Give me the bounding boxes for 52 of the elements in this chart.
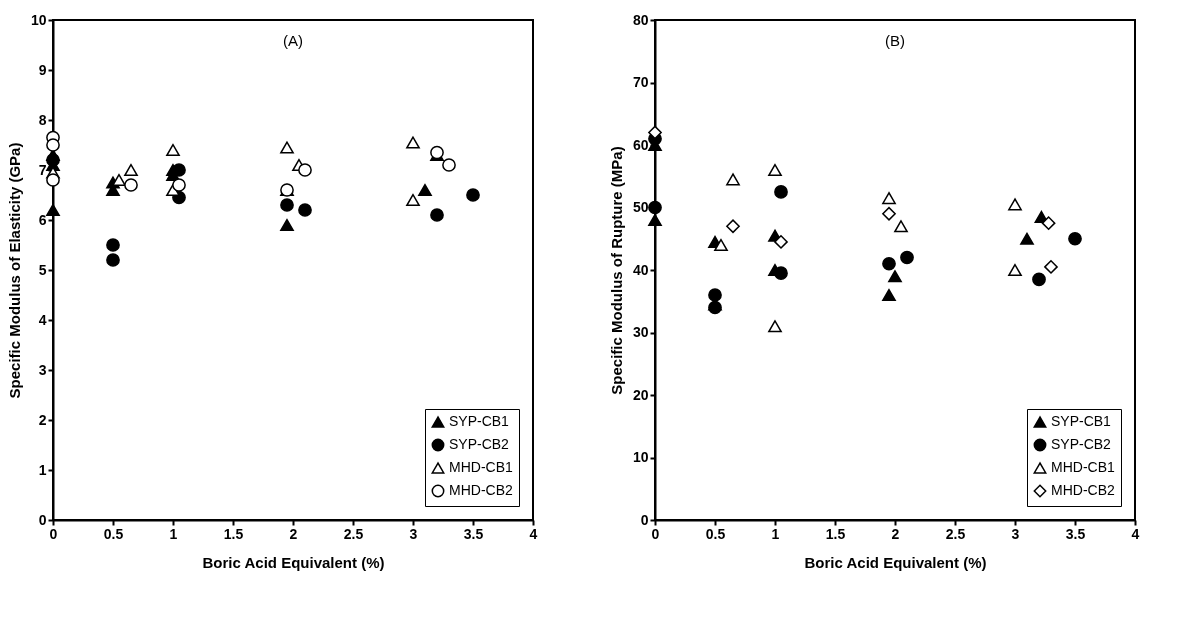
x-tick-label: 2.5 xyxy=(945,525,966,542)
x-axis-title: Boric Acid Equivalent (%) xyxy=(202,553,385,571)
x-tick-label: 0.5 xyxy=(103,525,124,542)
y-tick-label: 0 xyxy=(640,511,649,528)
legend-label: SYP-CB1 xyxy=(1051,413,1112,429)
y-tick-label: 3 xyxy=(38,361,47,378)
legend-label: SYP-CB1 xyxy=(449,413,510,429)
y-tick-label: 10 xyxy=(30,11,47,28)
y-tick-label: 20 xyxy=(632,386,649,403)
x-tick-label: 1 xyxy=(771,525,780,542)
text: (A) xyxy=(283,32,303,49)
x-tick-label: 2.5 xyxy=(343,525,364,542)
x-tick-label: 0.5 xyxy=(705,525,726,542)
y-tick-label: 5 xyxy=(38,261,47,278)
legend-label: MHD-CB2 xyxy=(449,482,513,498)
y-tick-label: 60 xyxy=(632,136,649,153)
y-tick-label: 4 xyxy=(38,311,47,328)
y-tick-label: 40 xyxy=(632,261,649,278)
legend-label: MHD-CB1 xyxy=(1051,459,1115,475)
x-tick-label: 3.5 xyxy=(1065,525,1086,542)
y-tick-label: 6 xyxy=(38,211,47,228)
y-tick-label: 70 xyxy=(632,74,649,90)
x-tick-label: 1 xyxy=(169,525,178,542)
x-axis-title: Boric Acid Equivalent (%) xyxy=(804,553,987,571)
text: (B) xyxy=(885,32,905,49)
x-tick-label: 0 xyxy=(651,525,660,542)
x-tick-label: 0 xyxy=(49,525,58,542)
y-tick-label: 2 xyxy=(38,411,47,428)
y-tick-label: 10 xyxy=(632,449,649,465)
x-tick-label: 4 xyxy=(529,525,538,542)
x-tick-label: 1.5 xyxy=(223,525,244,542)
x-tick-label: 3 xyxy=(1011,525,1020,542)
x-tick-label: 3 xyxy=(409,525,418,542)
legend-label: MHD-CB1 xyxy=(449,459,513,475)
y-tick-label: 7 xyxy=(38,161,47,178)
x-tick-label: 4 xyxy=(1131,525,1140,542)
y-tick-label: 8 xyxy=(38,111,47,128)
y-tick-label: 9 xyxy=(38,61,47,78)
y-tick-label: 0 xyxy=(38,511,47,528)
y-tick-label: 1 xyxy=(38,461,47,478)
legend-label: SYP-CB2 xyxy=(449,436,510,452)
x-tick-label: 1.5 xyxy=(825,525,846,542)
y-tick-label: 50 xyxy=(632,199,649,215)
y-axis-title: Specific Modulus of Rupture (MPa) xyxy=(607,146,625,395)
y-tick-label: 80 xyxy=(632,11,649,28)
legend-label: SYP-CB2 xyxy=(1051,436,1112,452)
x-tick-label: 3.5 xyxy=(463,525,484,542)
legend-label: MHD-CB2 xyxy=(1051,482,1115,498)
x-tick-label: 2 xyxy=(289,525,298,542)
y-tick-label: 30 xyxy=(632,324,649,340)
x-tick-label: 2 xyxy=(891,525,900,542)
y-axis-title: Specific Modulus of Elasticity (GPa) xyxy=(5,142,23,399)
